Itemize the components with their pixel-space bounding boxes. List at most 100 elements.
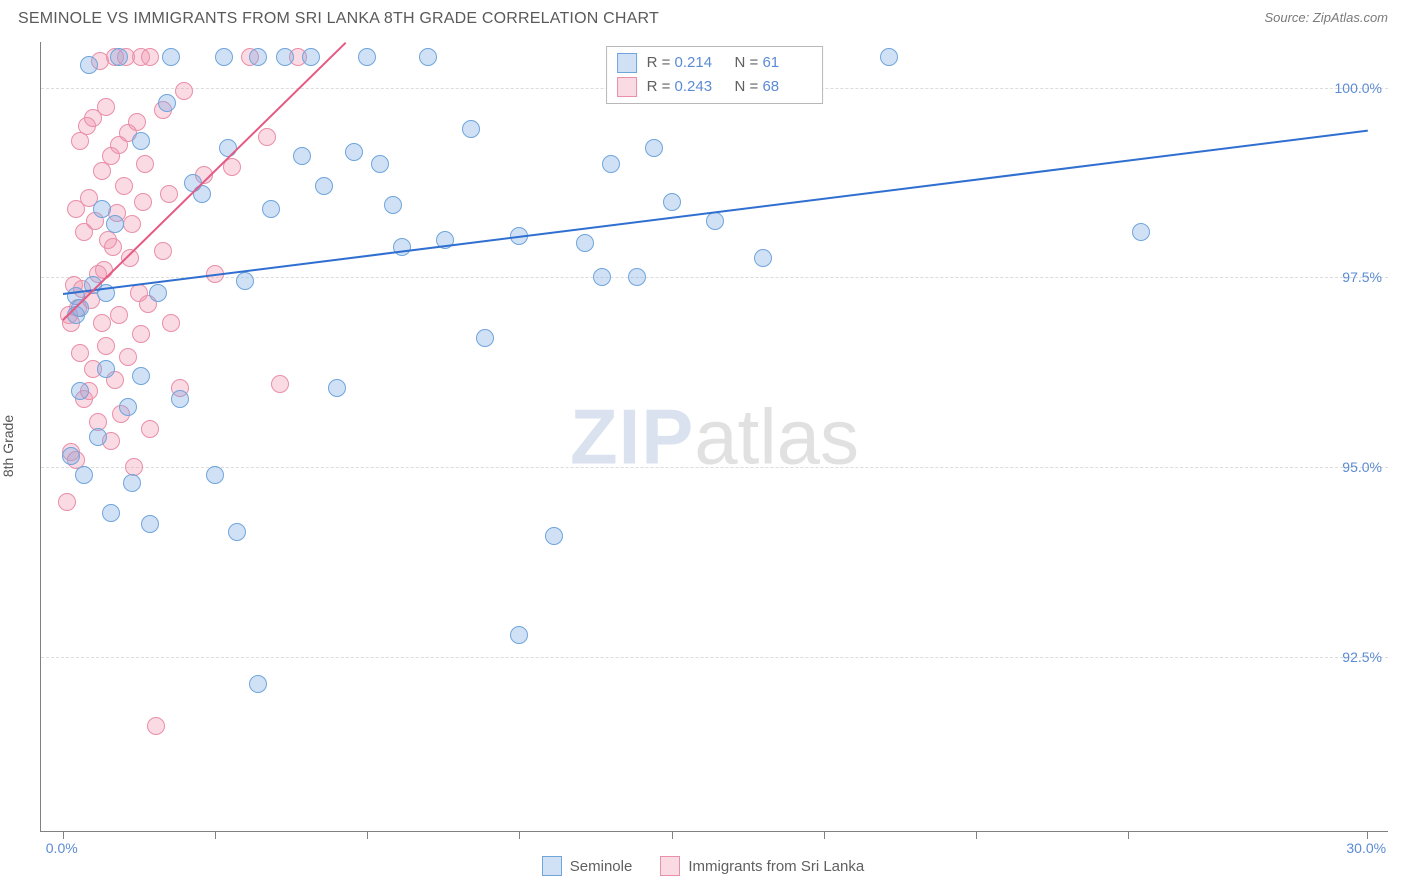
data-point — [249, 675, 267, 693]
data-point — [132, 325, 150, 343]
legend-swatch-srilanka — [617, 77, 637, 97]
data-point — [345, 143, 363, 161]
data-point — [93, 200, 111, 218]
data-point — [171, 390, 189, 408]
y-tick-label: 100.0% — [1335, 80, 1382, 96]
data-point — [97, 98, 115, 116]
data-point — [1132, 223, 1150, 241]
data-point — [106, 215, 124, 233]
x-tick — [976, 831, 977, 839]
y-tick-label: 97.5% — [1342, 269, 1382, 285]
data-point — [462, 120, 480, 138]
data-point — [393, 238, 411, 256]
data-point — [293, 147, 311, 165]
x-tick-label: 0.0% — [46, 840, 78, 856]
data-point — [71, 382, 89, 400]
data-point — [258, 128, 276, 146]
chart-title: SEMINOLE VS IMMIGRANTS FROM SRI LANKA 8T… — [18, 10, 659, 28]
source-label: Source: ZipAtlas.com — [1264, 10, 1388, 25]
data-point — [249, 48, 267, 66]
data-point — [80, 56, 98, 74]
x-tick — [824, 831, 825, 839]
data-point — [128, 113, 146, 131]
trend-line — [63, 129, 1368, 294]
data-point — [154, 242, 172, 260]
data-point — [276, 48, 294, 66]
x-tick — [1367, 831, 1368, 839]
data-point — [576, 234, 594, 252]
data-point — [134, 193, 152, 211]
data-point — [104, 238, 122, 256]
legend-label: Seminole — [570, 858, 633, 875]
data-point — [602, 155, 620, 173]
data-point — [593, 268, 611, 286]
y-axis-label: 8th Grade — [0, 415, 16, 477]
data-point — [219, 139, 237, 157]
data-point — [149, 284, 167, 302]
data-point — [147, 717, 165, 735]
data-point — [162, 48, 180, 66]
data-point — [119, 348, 137, 366]
legend-label: Immigrants from Sri Lanka — [688, 858, 864, 875]
data-point — [160, 185, 178, 203]
data-point — [645, 139, 663, 157]
trend-line — [62, 42, 346, 321]
data-point — [510, 626, 528, 644]
data-point — [384, 196, 402, 214]
plot-area: 92.5%95.0%97.5%100.0% ZIPatlas R = 0.214… — [40, 42, 1388, 832]
stats-legend: R = 0.214 N = 61 R = 0.243 N = 68 — [606, 46, 824, 104]
data-point — [545, 527, 563, 545]
data-point — [663, 193, 681, 211]
data-point — [215, 48, 233, 66]
data-point — [123, 215, 141, 233]
x-tick — [519, 831, 520, 839]
data-point — [162, 314, 180, 332]
data-point — [358, 48, 376, 66]
x-tick — [1128, 831, 1129, 839]
data-point — [328, 379, 346, 397]
data-point — [262, 200, 280, 218]
data-point — [97, 360, 115, 378]
x-tick-label: 30.0% — [1346, 840, 1386, 856]
data-point — [302, 48, 320, 66]
x-tick — [672, 831, 673, 839]
data-point — [141, 48, 159, 66]
data-point — [628, 268, 646, 286]
data-point — [315, 177, 333, 195]
header: SEMINOLE VS IMMIGRANTS FROM SRI LANKA 8T… — [0, 0, 1406, 34]
x-tick — [367, 831, 368, 839]
data-point — [236, 272, 254, 290]
data-point — [141, 420, 159, 438]
data-point — [754, 249, 772, 267]
legend-swatch-seminole — [617, 53, 637, 73]
data-point — [271, 375, 289, 393]
x-tick — [215, 831, 216, 839]
gridline — [41, 657, 1388, 658]
data-point — [119, 398, 137, 416]
data-point — [371, 155, 389, 173]
data-point — [419, 48, 437, 66]
data-point — [880, 48, 898, 66]
data-point — [132, 367, 150, 385]
data-point — [206, 466, 224, 484]
data-point — [110, 306, 128, 324]
legend-swatch-icon — [542, 856, 562, 876]
data-point — [158, 94, 176, 112]
data-point — [62, 447, 80, 465]
data-point — [75, 466, 93, 484]
data-point — [228, 523, 246, 541]
data-point — [136, 155, 154, 173]
data-point — [132, 132, 150, 150]
data-point — [95, 261, 113, 279]
legend-item-seminole: Seminole — [542, 856, 633, 876]
data-point — [71, 344, 89, 362]
data-point — [93, 314, 111, 332]
y-tick-label: 92.5% — [1342, 649, 1382, 665]
bottom-legend: Seminole Immigrants from Sri Lanka — [0, 856, 1406, 876]
data-point — [58, 493, 76, 511]
data-point — [476, 329, 494, 347]
data-point — [110, 48, 128, 66]
data-point — [115, 177, 133, 195]
data-point — [89, 428, 107, 446]
data-point — [175, 82, 193, 100]
